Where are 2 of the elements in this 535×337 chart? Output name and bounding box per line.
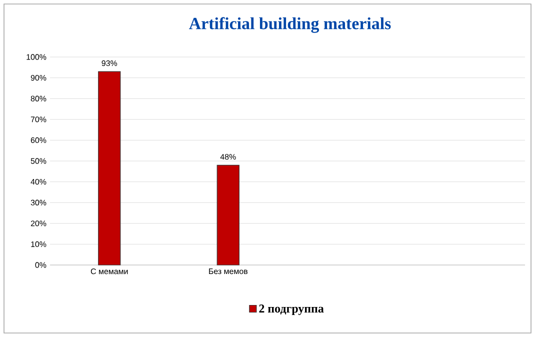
chart-title: Artificial building materials xyxy=(189,17,391,33)
legend-label: 2 подгруппа xyxy=(259,304,324,316)
